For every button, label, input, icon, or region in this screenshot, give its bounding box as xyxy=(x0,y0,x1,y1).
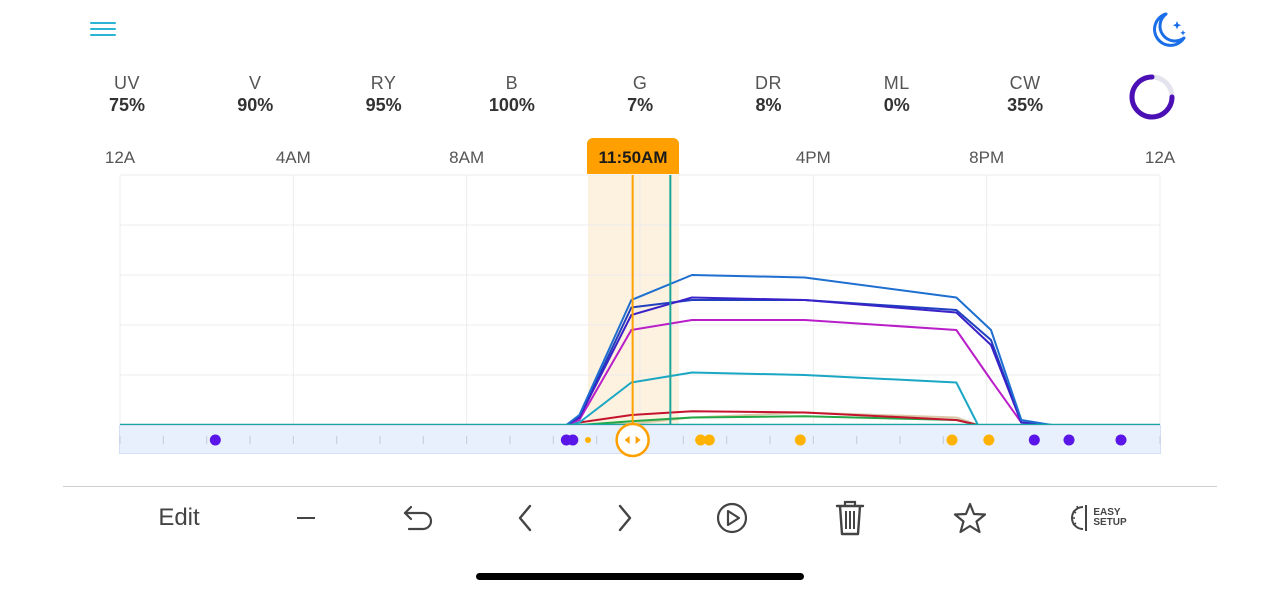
minus-button[interactable] xyxy=(286,495,326,541)
keyframe-dot xyxy=(567,434,579,446)
chevron-left-icon xyxy=(518,504,532,532)
channel-name: UV xyxy=(113,73,140,93)
keyframe-dot xyxy=(695,434,707,446)
keyframe-overlay xyxy=(119,422,1161,458)
channel-value: 90% xyxy=(237,95,274,115)
keyframe-dot xyxy=(1063,434,1075,446)
channel-name: G xyxy=(632,73,648,93)
series-line-1 xyxy=(120,274,1160,426)
hour-label: 12A xyxy=(1144,148,1176,167)
easy-setup-button[interactable]: EASY SETUP xyxy=(1066,495,1130,541)
keyframe-dot xyxy=(1115,434,1127,446)
moon-stars-icon xyxy=(1153,12,1186,47)
channel-v[interactable]: V 90% xyxy=(191,72,319,116)
channel-ry[interactable]: RY 95% xyxy=(320,72,448,116)
next-button[interactable] xyxy=(602,495,646,541)
arrow-right-icon xyxy=(635,436,641,444)
channel-value: 95% xyxy=(365,95,402,115)
hour-label: 8PM xyxy=(969,148,1005,167)
hour-label: 4AM xyxy=(275,148,311,167)
chevron-right-icon xyxy=(618,504,632,532)
keyframe-dot xyxy=(983,434,995,446)
channel-value: 0% xyxy=(883,95,910,115)
progress-ring-icon xyxy=(1129,74,1175,120)
menu-button[interactable] xyxy=(90,18,116,42)
hour-label: 8AM xyxy=(449,148,485,167)
menu-line xyxy=(90,28,116,30)
easy-setup-label-line1: EASY xyxy=(1093,507,1121,518)
keyframe-dot xyxy=(703,434,715,446)
channel-b[interactable]: B 100% xyxy=(448,72,576,116)
star-icon xyxy=(953,502,987,534)
channel-g[interactable]: G 7% xyxy=(576,72,704,116)
play-button[interactable] xyxy=(710,495,754,541)
hour-label: 4PM xyxy=(795,148,831,167)
play-icon xyxy=(716,502,748,534)
channel-cw[interactable]: CW 35% xyxy=(961,72,1089,116)
channel-name: B xyxy=(505,73,519,93)
previous-button[interactable] xyxy=(504,495,548,541)
keyframe-dot xyxy=(946,434,958,446)
channel-name: DR xyxy=(755,73,782,93)
channel-dr[interactable]: DR 8% xyxy=(705,72,833,116)
trash-icon xyxy=(835,500,865,536)
night-mode-button[interactable] xyxy=(1144,8,1190,54)
channel-name: V xyxy=(249,73,262,93)
minus-icon xyxy=(297,517,315,519)
hamburger-menu-icon xyxy=(90,22,116,24)
channel-ml[interactable]: ML 0% xyxy=(833,72,961,116)
status-ring[interactable] xyxy=(1126,71,1178,123)
keyframe-dot xyxy=(1028,434,1040,446)
toolbar-divider xyxy=(63,486,1217,487)
easy-setup-label-line2: SETUP xyxy=(1093,517,1127,528)
scrubber-handle xyxy=(615,422,650,458)
keyframe-dot xyxy=(794,434,806,446)
easy-setup-icon xyxy=(1071,505,1088,531)
channel-values: UV 75% V 90% RY 95% B 100% G 7% DR 8% ML 0% CW 35% xyxy=(62,72,1092,122)
keyframe-dot xyxy=(209,434,221,446)
hour-label: 12A xyxy=(104,148,136,167)
undo-icon xyxy=(403,505,433,531)
favorite-button[interactable] xyxy=(948,495,992,541)
channel-value: 75% xyxy=(108,95,146,115)
channel-uv[interactable]: UV 75% xyxy=(63,72,191,116)
bottom-toolbar: Edit xyxy=(0,495,1280,541)
channel-name: RY xyxy=(370,73,397,93)
keyframe-dot xyxy=(585,437,591,443)
current-time-badge[interactable]: 11:50AM xyxy=(587,138,679,174)
arrow-left-icon xyxy=(624,436,630,444)
home-indicator xyxy=(476,573,804,580)
channel-name: ML xyxy=(883,73,910,93)
channel-value: 100% xyxy=(488,95,535,115)
undo-button[interactable] xyxy=(396,495,440,541)
channel-value: 35% xyxy=(1007,95,1044,115)
channel-value: 8% xyxy=(755,95,782,115)
series-line-2 xyxy=(120,296,1160,426)
spectrum-chart[interactable] xyxy=(0,0,1280,470)
delete-button[interactable] xyxy=(828,495,872,541)
edit-button[interactable]: Edit xyxy=(158,504,200,531)
channel-value: 7% xyxy=(627,95,654,115)
menu-line xyxy=(90,34,116,36)
channel-name: CW xyxy=(1009,73,1041,93)
